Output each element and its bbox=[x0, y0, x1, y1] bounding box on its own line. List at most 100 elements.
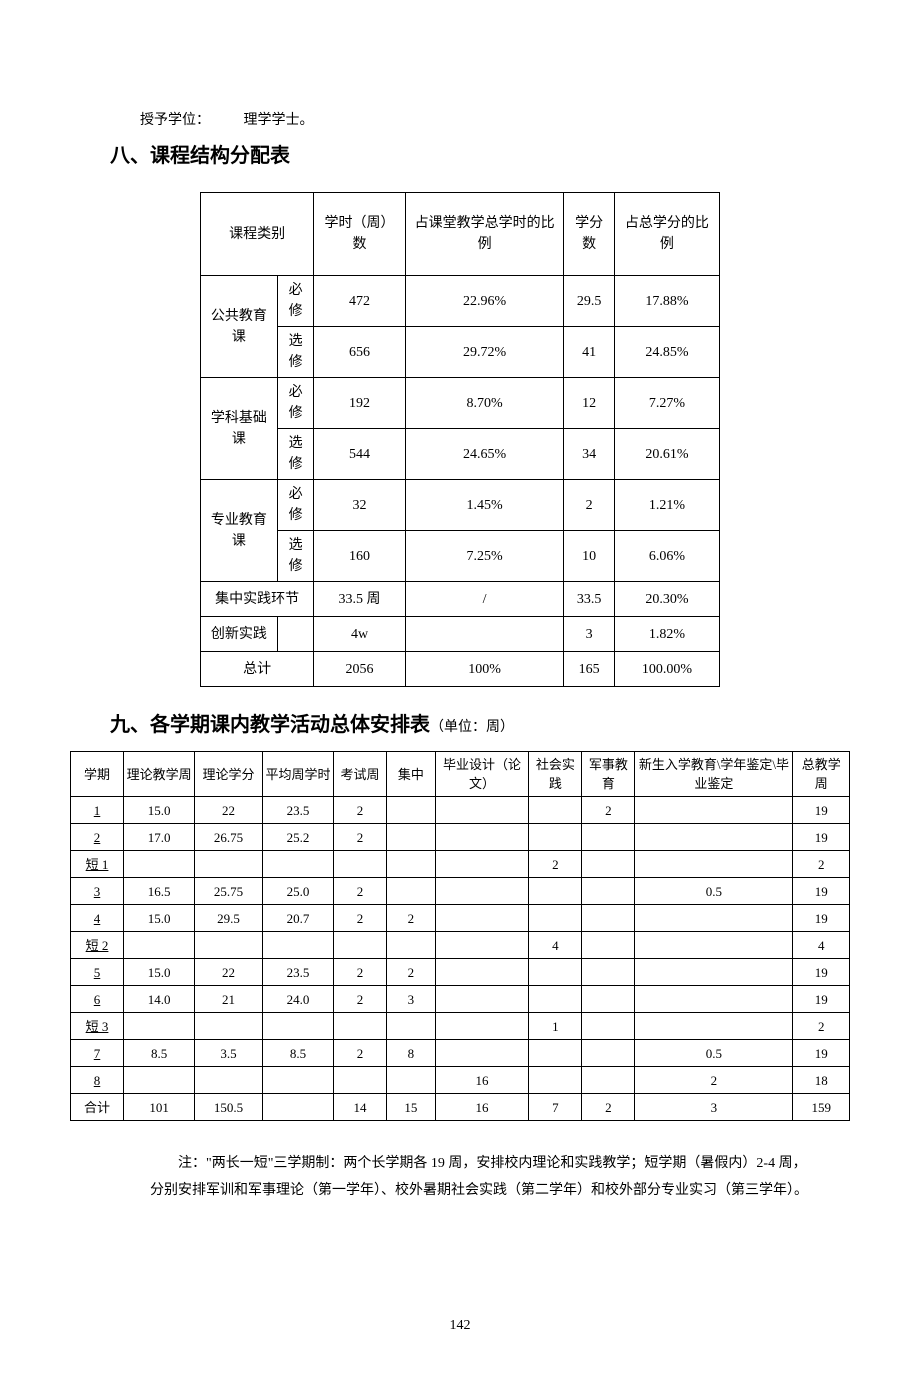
section8-title: 八、课程结构分配表 bbox=[110, 140, 850, 172]
cell: 24.65% bbox=[405, 429, 564, 480]
cell: 16.5 bbox=[124, 878, 195, 905]
degree-line: 授予学位： 理学学士。 bbox=[140, 110, 850, 132]
cell bbox=[334, 932, 387, 959]
cell bbox=[435, 1013, 529, 1040]
cell: 15.0 bbox=[124, 797, 195, 824]
cell: 选修 bbox=[277, 429, 313, 480]
cell: 2 bbox=[334, 1040, 387, 1067]
cell: / bbox=[405, 582, 564, 617]
t1-h-credits: 学分数 bbox=[564, 193, 614, 276]
cell: 短 3 bbox=[71, 1013, 124, 1040]
cell: 656 bbox=[314, 327, 405, 378]
t1-h-hours: 学时（周）数 bbox=[314, 193, 405, 276]
cell bbox=[635, 851, 793, 878]
cell: 159 bbox=[793, 1094, 850, 1121]
cell: 16 bbox=[435, 1067, 529, 1094]
cell bbox=[435, 851, 529, 878]
cell bbox=[529, 797, 582, 824]
cell bbox=[334, 1067, 387, 1094]
cell: 22.96% bbox=[405, 276, 564, 327]
cell: 2 bbox=[793, 851, 850, 878]
cell bbox=[334, 851, 387, 878]
cell: 2 bbox=[387, 905, 436, 932]
cell bbox=[334, 1013, 387, 1040]
cell bbox=[195, 851, 263, 878]
cell: 2 bbox=[635, 1067, 793, 1094]
cell: 20.30% bbox=[614, 582, 719, 617]
t1-h-hours-ratio: 占课堂教学总学时的比例 bbox=[405, 193, 564, 276]
cell: 22 bbox=[195, 797, 263, 824]
cell: 集中实践环节 bbox=[201, 582, 314, 617]
cell bbox=[124, 1013, 195, 1040]
cell: 2 bbox=[71, 824, 124, 851]
cell: 0.5 bbox=[635, 1040, 793, 1067]
table-row: 合计101150.5141516723159 bbox=[71, 1094, 850, 1121]
cell: 8.5 bbox=[124, 1040, 195, 1067]
table-row: 总计 2056 100% 165 100.00% bbox=[201, 652, 720, 687]
cell: 12 bbox=[564, 378, 614, 429]
cell bbox=[529, 1040, 582, 1067]
cell bbox=[435, 932, 529, 959]
cell: 4 bbox=[793, 932, 850, 959]
cell bbox=[262, 1013, 333, 1040]
t2-h-as: 新生入学教育\学年鉴定\毕业鉴定 bbox=[635, 752, 793, 797]
cell: 14 bbox=[334, 1094, 387, 1121]
cell bbox=[262, 1067, 333, 1094]
cell: 19 bbox=[793, 959, 850, 986]
cell: 6 bbox=[71, 986, 124, 1013]
cell: 公共教育课 bbox=[201, 276, 278, 378]
cell: 160 bbox=[314, 531, 405, 582]
cell: 20.61% bbox=[614, 429, 719, 480]
cell: 选修 bbox=[277, 327, 313, 378]
cell: 2 bbox=[564, 480, 614, 531]
cell: 10 bbox=[564, 531, 614, 582]
cell bbox=[435, 824, 529, 851]
cell: 34 bbox=[564, 429, 614, 480]
cell bbox=[262, 851, 333, 878]
table-row: 816218 bbox=[71, 1067, 850, 1094]
cell bbox=[529, 959, 582, 986]
cell: 15 bbox=[387, 1094, 436, 1121]
cell: 8.70% bbox=[405, 378, 564, 429]
cell bbox=[582, 959, 635, 986]
cell: 0.5 bbox=[635, 878, 793, 905]
cell: 41 bbox=[564, 327, 614, 378]
cell bbox=[387, 878, 436, 905]
degree-label: 授予学位： bbox=[140, 110, 210, 132]
cell: 5 bbox=[71, 959, 124, 986]
cell bbox=[529, 878, 582, 905]
t2-h-to: 总教学周 bbox=[793, 752, 850, 797]
t2-h-th: 毕业设计（论文） bbox=[435, 752, 529, 797]
cell bbox=[387, 1013, 436, 1040]
cell: 1 bbox=[529, 1013, 582, 1040]
footnote: 注："两长一短"三学期制：两个长学期各 19 周，安排校内理论和实践教学；短学期… bbox=[150, 1151, 810, 1204]
cell: 3 bbox=[387, 986, 436, 1013]
cell: 24.0 bbox=[262, 986, 333, 1013]
cell: 2 bbox=[387, 959, 436, 986]
course-structure-table: 课程类别 学时（周）数 占课堂教学总学时的比例 学分数 占总学分的比例 公共教育… bbox=[200, 192, 720, 687]
cell: 23.5 bbox=[262, 797, 333, 824]
cell bbox=[435, 905, 529, 932]
cell bbox=[582, 878, 635, 905]
table-row: 415.029.520.72219 bbox=[71, 905, 850, 932]
table-row: 集中实践环节 33.5 周 / 33.5 20.30% bbox=[201, 582, 720, 617]
cell: 必修 bbox=[277, 480, 313, 531]
cell: 19 bbox=[793, 986, 850, 1013]
table-row: 115.02223.52219 bbox=[71, 797, 850, 824]
cell: 4 bbox=[71, 905, 124, 932]
t2-h-mi: 军事教育 bbox=[582, 752, 635, 797]
cell: 1.21% bbox=[614, 480, 719, 531]
cell: 2 bbox=[334, 824, 387, 851]
cell: 选修 bbox=[277, 531, 313, 582]
cell: 33.5 bbox=[564, 582, 614, 617]
table-row: 创新实践 4w 3 1.82% bbox=[201, 617, 720, 652]
cell: 15.0 bbox=[124, 959, 195, 986]
t1-h-credits-ratio: 占总学分的比例 bbox=[614, 193, 719, 276]
cell bbox=[635, 959, 793, 986]
cell: 8.5 bbox=[262, 1040, 333, 1067]
cell: 必修 bbox=[277, 378, 313, 429]
cell bbox=[435, 1040, 529, 1067]
cell: 6.06% bbox=[614, 531, 719, 582]
t2-h-cc: 集中 bbox=[387, 752, 436, 797]
t2-h-term: 学期 bbox=[71, 752, 124, 797]
